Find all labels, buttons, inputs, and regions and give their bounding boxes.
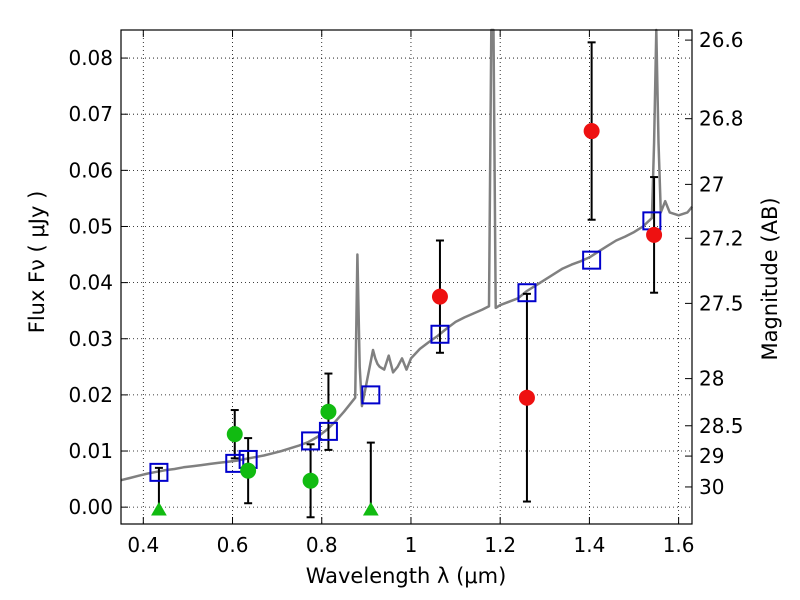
photometry-point	[431, 288, 448, 305]
y-tick-label: 0.06	[68, 158, 113, 182]
x-tick-label: 1.6	[663, 533, 695, 557]
model-point	[318, 421, 338, 441]
model-point	[361, 385, 381, 405]
model-point	[430, 324, 450, 344]
magnitude-tick-label: 27	[699, 172, 724, 196]
x-tick-label: 1.4	[573, 533, 605, 557]
x-tick-label: 1	[405, 533, 418, 557]
plot-frame	[120, 29, 693, 525]
photometry-point	[646, 226, 663, 243]
photometry-point	[320, 403, 337, 420]
upper-limit-point	[362, 501, 379, 516]
photometry-point	[240, 462, 257, 479]
axis-ticks: 0.4 0.6 0.8 1 1.2 1.4 1.6 0.00 0.01 0.02 0.03 0.04 0…	[68, 28, 743, 557]
x-tick-label: 0.6	[217, 533, 249, 557]
x-tick-label: 0.4	[127, 533, 159, 557]
photometry-point	[583, 123, 600, 140]
magnitude-tick-label: 29	[699, 444, 724, 468]
magnitude-tick-label: 28.5	[699, 414, 744, 438]
y-tick-label: 0.00	[68, 495, 113, 519]
photometry-point	[302, 472, 319, 489]
data-points	[149, 123, 663, 516]
magnitude-tick-label: 26.6	[699, 28, 744, 52]
magnitude-tick-label: 28	[699, 367, 724, 391]
model-point	[301, 431, 321, 451]
photometry-point	[226, 426, 243, 443]
y-tick-label: 0.05	[68, 214, 113, 238]
model-point	[149, 462, 169, 482]
model-sed-line	[120, 28, 693, 482]
model-point	[225, 453, 245, 473]
y-tick-label: 0.02	[68, 383, 113, 407]
magnitude-tick-label: 26.8	[699, 107, 744, 131]
model-sed	[120, 28, 693, 482]
x-tick-label: 1.2	[484, 533, 516, 557]
x-axis-title: Wavelength λ (μm)	[306, 564, 507, 588]
upper-limit-point	[151, 501, 167, 516]
magnitude-tick-label: 27.2	[699, 226, 744, 250]
magnitude-tick-label: 30	[699, 475, 724, 499]
model-point	[517, 283, 537, 303]
plot-background	[121, 30, 692, 524]
y-tick-label: 0.07	[68, 102, 113, 126]
y-axis-title: Flux Fν ( μJy )	[25, 191, 49, 334]
model-point	[582, 250, 602, 270]
y-tick-label: 0.03	[68, 327, 113, 351]
y-tick-label: 0.01	[68, 439, 113, 463]
photometry-point	[518, 389, 535, 406]
magnitude-tick-label: 27.5	[699, 291, 744, 315]
y2-axis-title: Magnitude (AB)	[758, 197, 782, 360]
y-tick-label: 0.04	[68, 271, 113, 295]
x-tick-label: 0.8	[306, 533, 338, 557]
y-tick-label: 0.08	[68, 46, 113, 70]
